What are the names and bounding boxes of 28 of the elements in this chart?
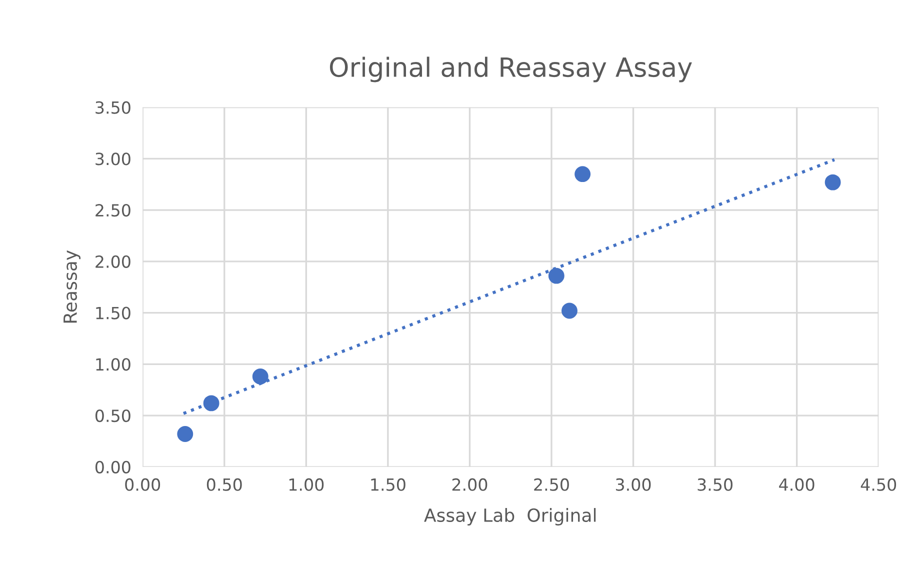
x-tick-label: 3.50 <box>698 478 732 491</box>
y-tick-label: 0.50 <box>95 409 130 422</box>
x-tick-label: 2.00 <box>452 478 488 491</box>
y-tick-label: 2.50 <box>96 204 130 217</box>
point <box>548 268 564 284</box>
y-tick-label: 1.50 <box>96 306 130 320</box>
y-tick-label: 3.00 <box>96 152 130 166</box>
x-tick-label: 0.50 <box>206 478 242 491</box>
x-tick-label: 0.00 <box>125 478 160 491</box>
y-tick-label: 1.00 <box>96 358 130 371</box>
point <box>252 368 268 384</box>
x-tick-label: 1.50 <box>371 478 406 491</box>
point <box>824 174 841 190</box>
point <box>203 395 220 412</box>
y-tick-label: 3.50 <box>96 101 130 114</box>
point <box>574 166 591 182</box>
point <box>562 302 578 319</box>
x-tick-label: 4.50 <box>860 478 896 491</box>
point <box>177 426 194 442</box>
y-axis-title: Reassay <box>64 250 80 323</box>
x-tick-label: 3.00 <box>616 478 651 491</box>
x-tick-label: 4.00 <box>779 478 814 491</box>
chart-title: Original and Reassay Assay <box>330 56 692 82</box>
y-tick-label: 0.00 <box>95 460 130 474</box>
x-tick-label: 2.50 <box>534 478 569 491</box>
y-tick-label: 2.00 <box>96 255 130 268</box>
x-tick-label: 1.00 <box>289 478 324 491</box>
x-axis-title: Assay Lab Original <box>424 508 596 526</box>
